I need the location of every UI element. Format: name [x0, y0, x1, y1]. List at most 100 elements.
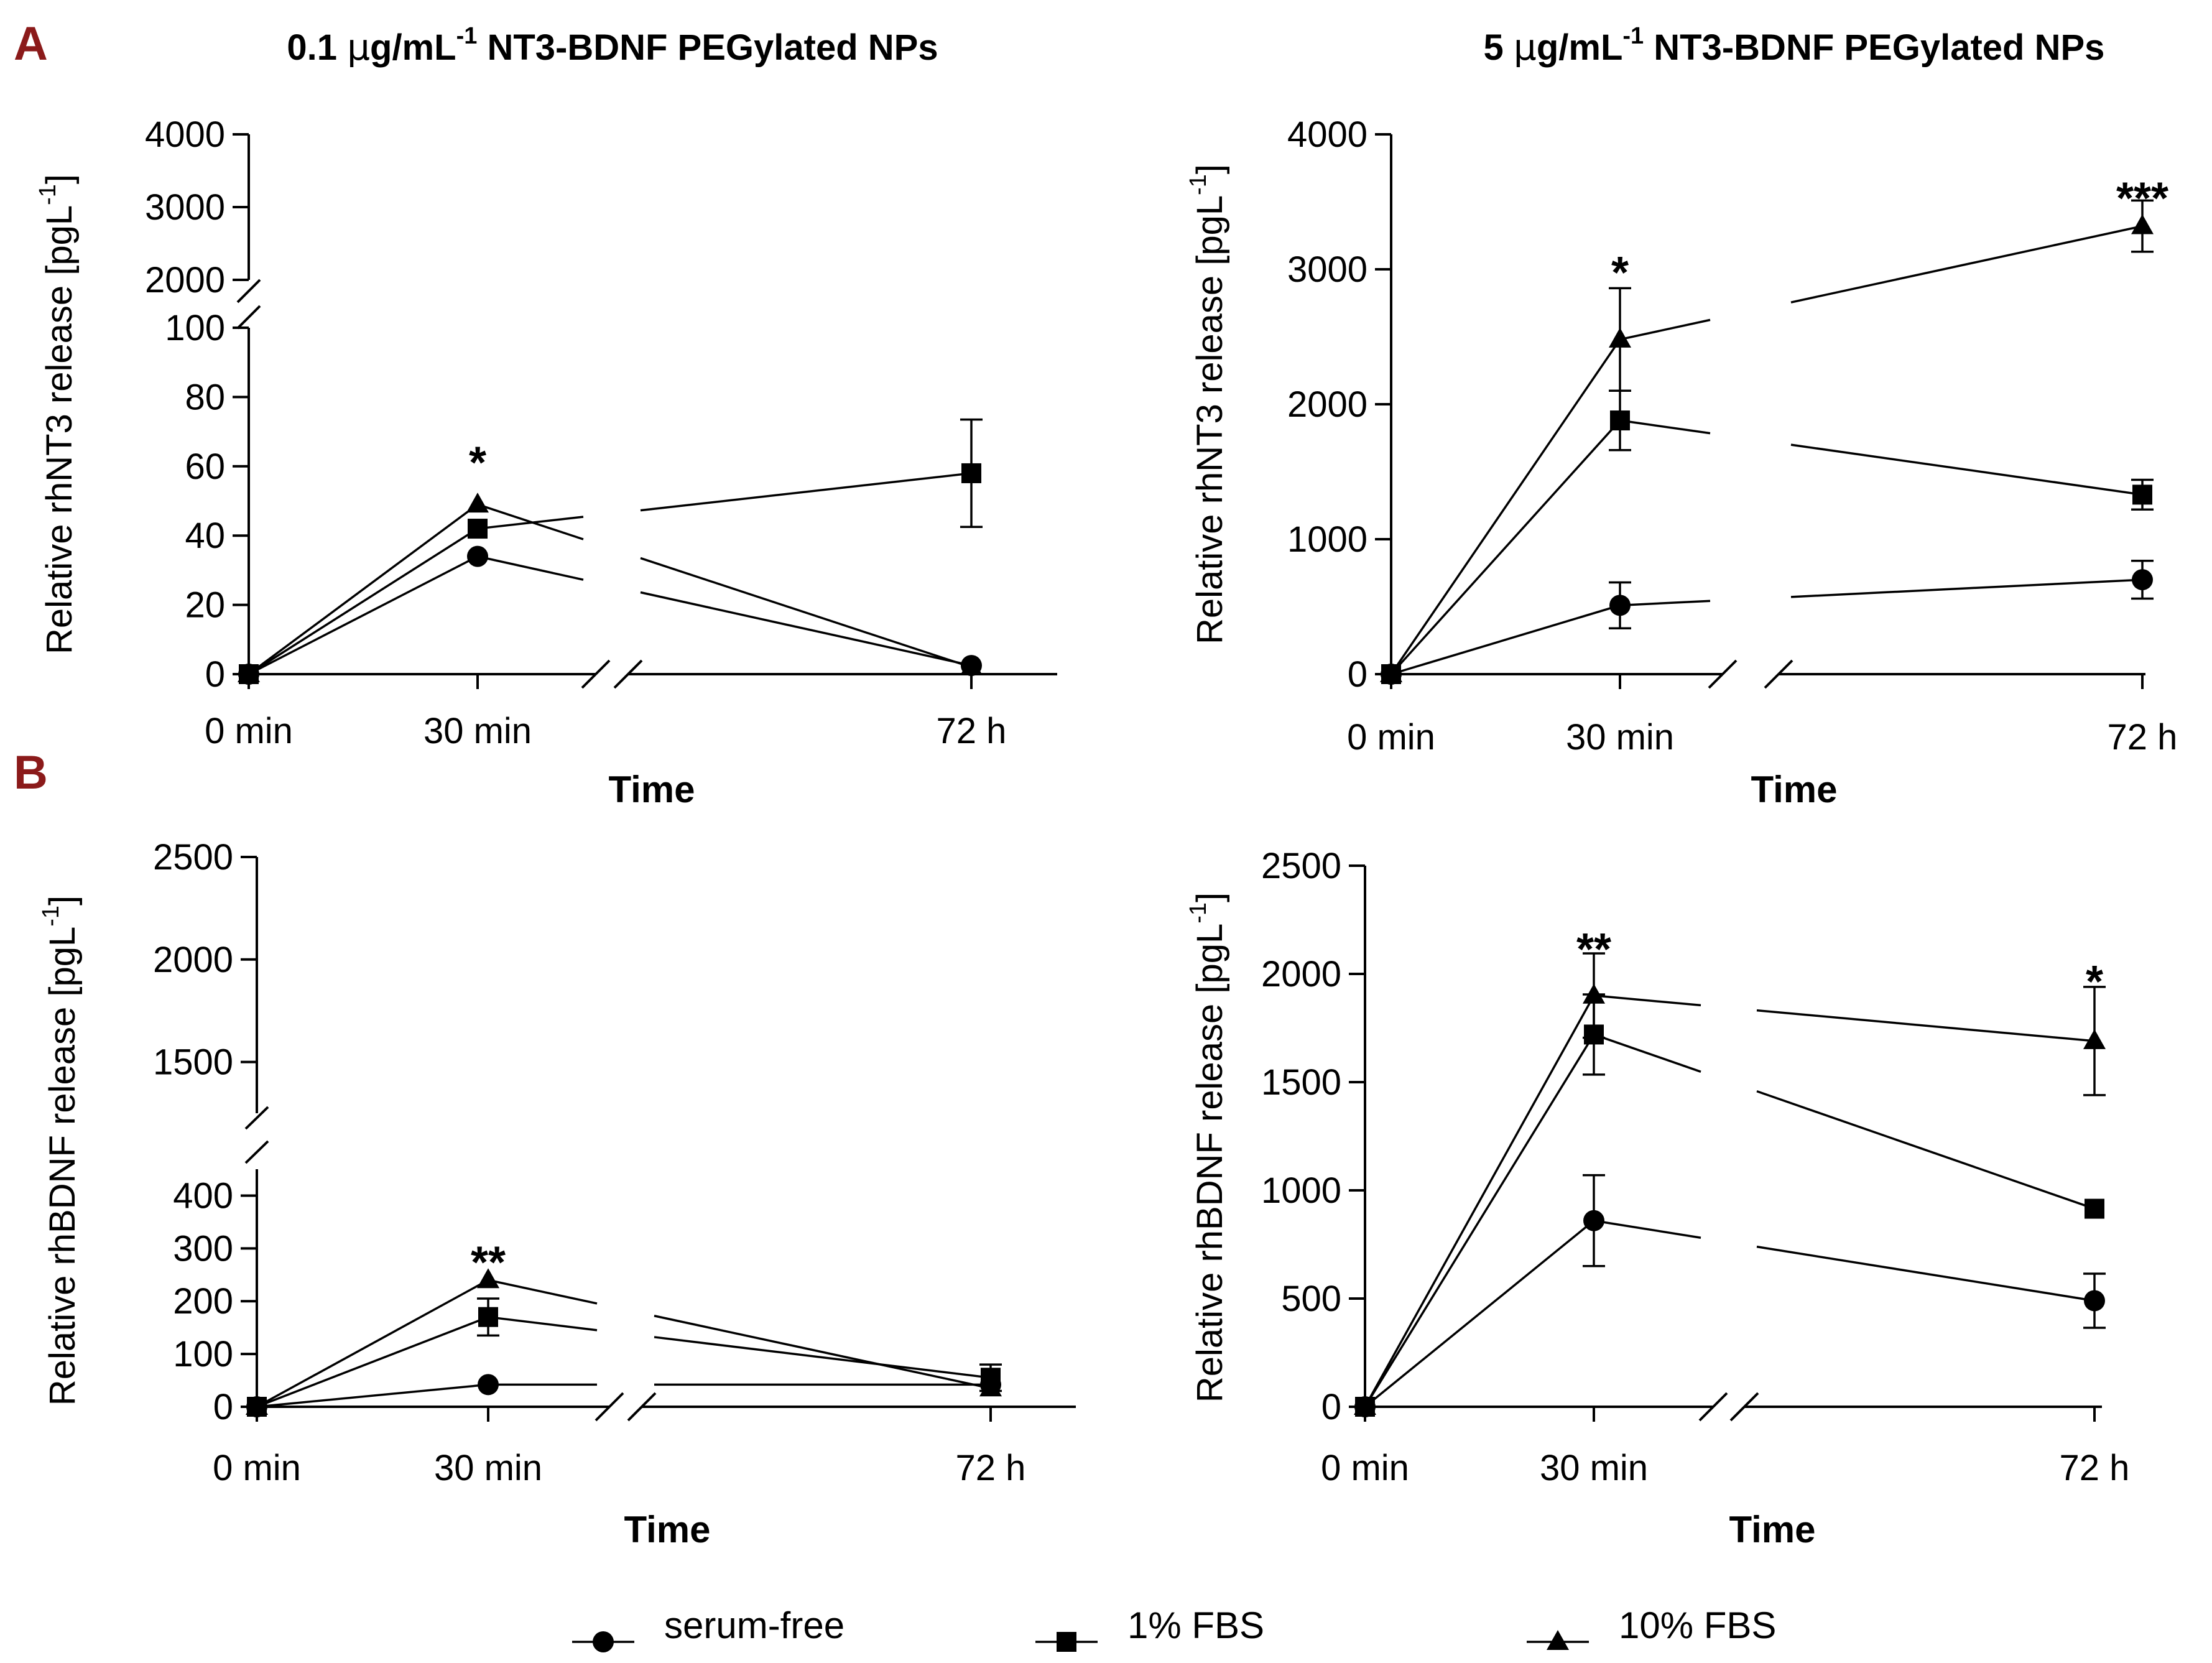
series-line: [1364, 1034, 1595, 1407]
title-right-prefix: 5: [1484, 27, 1514, 68]
chart-a-right: 0 1000 2000 3000 4000 0 min 30 min 72 h Time Rela…: [1185, 114, 2177, 810]
series-line: [1619, 419, 1711, 435]
series-line: [477, 555, 584, 581]
y-break-slash: [244, 1140, 269, 1164]
y-axis-title: Relative rhNT3 release [pgL-1]: [1185, 164, 1230, 644]
column-title-left: 0.1 μg/mL-1 NT3-BDNF PEGylated NPs: [287, 23, 938, 68]
data-point-triangle: [246, 1395, 268, 1415]
x-break-slash: [595, 1392, 624, 1422]
series-line: [640, 591, 972, 667]
data-point-circle: [2132, 569, 2153, 591]
y-tick-label: 100: [173, 1334, 233, 1374]
x-tick-label: 0 min: [1321, 1448, 1409, 1488]
y-tick-label: 400: [173, 1175, 233, 1216]
title-left-rest: NT3-BDNF PEGylated NPs: [477, 27, 938, 68]
title-left-mu: μ: [347, 26, 370, 68]
y-tick-label: 80: [185, 377, 225, 417]
data-point-triangle: [466, 493, 489, 513]
y-axis-title: Relative rhBDNF release [pgL-1]: [1185, 892, 1230, 1402]
data-point-triangle: [1609, 327, 1631, 348]
series-line: [1391, 604, 1621, 675]
x-tick-label: 30 min: [1566, 717, 1674, 757]
y-tick-label: 2500: [1261, 846, 1341, 886]
y-break-slash: [236, 305, 261, 330]
y-axis-title-sup: -1: [35, 184, 61, 205]
y-tick-label: 0: [1348, 654, 1367, 695]
x-axis-title: Time: [609, 769, 695, 810]
x-axis-title: Time: [1729, 1509, 1816, 1550]
x-break-slash: [1729, 1392, 1759, 1422]
series-line: [1390, 419, 1621, 675]
legend-marker-square: [1057, 1632, 1076, 1652]
y-tick-label: 0: [213, 1387, 233, 1427]
data-point-square: [1610, 410, 1630, 431]
y-axis-title-sup: -1: [1185, 902, 1211, 924]
series-line: [654, 1315, 991, 1389]
data-point-square: [478, 1307, 498, 1327]
y-axis-title-end: ]: [1190, 892, 1230, 902]
x-tick-label: 0 min: [205, 711, 293, 751]
legend-marker-triangle: [1547, 1630, 1569, 1650]
y-axis-title: Relative rhNT3 release [pgL-1]: [35, 174, 80, 654]
y-tick-label: 1000: [1287, 519, 1367, 560]
panel-label-a: A: [14, 17, 48, 70]
y-tick-label: 0: [1321, 1387, 1341, 1427]
data-point-triangle: [979, 1376, 1002, 1397]
y-tick-label: 3000: [1287, 249, 1367, 290]
data-point-circle: [467, 545, 488, 567]
y-tick-label: 2500: [153, 837, 233, 878]
y-break-slash: [236, 279, 261, 303]
series-line: [488, 1315, 598, 1332]
y-tick-label: 4000: [145, 114, 225, 155]
legend-label: serum-free: [664, 1605, 845, 1646]
significance-annotation: *: [1611, 248, 1629, 298]
y-axis-title-end: ]: [1190, 164, 1230, 174]
y-tick-label: 300: [173, 1228, 233, 1269]
series-line: [1756, 1245, 2095, 1302]
series-line: [256, 1279, 489, 1408]
y-tick-label: 500: [1281, 1279, 1341, 1319]
y-tick-label: 0: [205, 654, 225, 695]
y-tick-label: 60: [185, 447, 225, 487]
y-axis-title-sup: -1: [1185, 174, 1211, 195]
series-line: [477, 503, 584, 540]
y-tick-label: 100: [165, 308, 225, 348]
x-tick-label: 30 min: [434, 1448, 542, 1488]
x-tick-label: 72 h: [2108, 717, 2178, 757]
x-tick-label: 72 h: [956, 1448, 1026, 1488]
x-break-slash: [1698, 1392, 1728, 1422]
series-line: [248, 503, 479, 675]
x-tick-label: 0 min: [213, 1448, 301, 1488]
chart-b-right: 0 500 1000 1500 2000 2500 0 min 30 min 72 h Time R…: [1185, 846, 2129, 1550]
y-tick-label: 1500: [1261, 1062, 1341, 1103]
significance-annotation: *: [469, 438, 486, 488]
series-line: [654, 1336, 991, 1379]
title-right-unit: g/mL: [1537, 27, 1623, 68]
series-line: [248, 555, 478, 675]
series-line: [256, 1316, 489, 1408]
x-tick-label: 30 min: [423, 711, 532, 751]
y-tick-label: 40: [185, 516, 225, 556]
y-tick-label: 2000: [1287, 384, 1367, 425]
data-point-circle: [1583, 1210, 1604, 1231]
x-axis-title: Time: [1751, 769, 1838, 810]
series-line: [640, 557, 972, 669]
series-line: [1364, 1220, 1595, 1408]
series-line: [1790, 225, 2143, 303]
data-point-triangle: [1354, 1395, 1376, 1415]
legend: serum-free 1% FBS 10% FBS: [572, 1605, 1776, 1652]
series-line: [1364, 994, 1595, 1407]
significance-annotation: **: [1576, 925, 1611, 975]
significance-annotation: ***: [2116, 174, 2168, 224]
title-left-sup: -1: [456, 23, 478, 49]
x-tick-label: 72 h: [2060, 1448, 2130, 1488]
series-line: [1756, 1009, 2095, 1042]
series-line: [1593, 1219, 1701, 1239]
data-point-triangle: [960, 655, 983, 675]
data-point-triangle: [477, 1268, 499, 1289]
x-break-slash: [1764, 659, 1793, 689]
data-point-triangle: [2131, 214, 2154, 234]
y-axis-title-end: ]: [39, 174, 80, 184]
